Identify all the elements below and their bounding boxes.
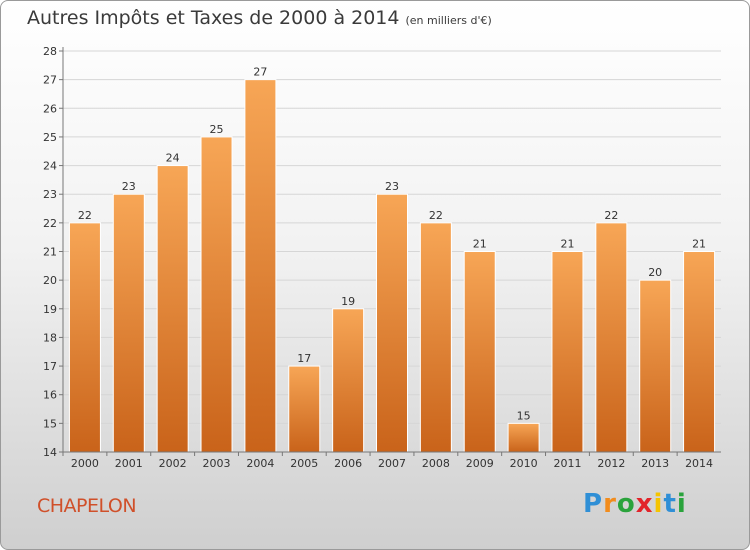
x-tick-label: 2013 <box>641 457 669 470</box>
commune-name: CHAPELON <box>37 495 137 517</box>
y-tick-label: 20 <box>43 274 57 287</box>
y-tick-label: 19 <box>43 303 57 316</box>
logo-letter: r <box>603 489 617 519</box>
y-tick-label: 25 <box>43 131 57 144</box>
bar-2010 <box>507 422 540 453</box>
logo-letter: x <box>635 489 654 519</box>
bar-2006 <box>332 308 365 453</box>
data-label-2012: 22 <box>604 209 618 222</box>
logo-letter: P <box>583 489 604 519</box>
data-label-2013: 20 <box>648 266 662 279</box>
x-tick-label: 2011 <box>553 457 581 470</box>
y-tick-label: 26 <box>43 102 57 115</box>
x-tick-label: 2003 <box>203 457 231 470</box>
bar-2004 <box>244 79 277 453</box>
chart-title-main: Autres Impôts et Taxes de 2000 à 2014 <box>27 7 400 29</box>
axes <box>59 47 721 456</box>
x-tick-label: 2005 <box>290 457 318 470</box>
y-tick-label: 22 <box>43 217 57 230</box>
bar-2014 <box>683 251 716 453</box>
bar-2002 <box>156 165 189 453</box>
y-tick-label: 21 <box>43 246 57 259</box>
logo-letter: t <box>663 489 677 519</box>
x-tick-label: 2001 <box>115 457 143 470</box>
x-tick-label: 2008 <box>422 457 450 470</box>
chart-title-unit: (en milliers d'€) <box>405 14 492 27</box>
x-tick-label: 2002 <box>159 457 187 470</box>
y-tick-label: 27 <box>43 74 57 87</box>
data-labels: 22 23 24 25 27 17 19 23 22 21 15 21 22 20 21 <box>78 66 706 423</box>
bars <box>68 79 716 453</box>
x-tick-label: 2007 <box>378 457 406 470</box>
data-label-2009: 21 <box>473 238 487 251</box>
bar-2001 <box>112 193 145 453</box>
bar-2005 <box>288 365 321 453</box>
bar-2003 <box>200 136 233 453</box>
data-label-2006: 19 <box>341 295 355 308</box>
y-tick-labels: 14 15 16 17 18 19 20 21 22 23 24 25 26 27 28 <box>43 45 57 459</box>
logo-letter: i <box>653 489 664 519</box>
bar-2000 <box>68 222 101 453</box>
y-tick-label: 15 <box>43 417 57 430</box>
y-tick-label: 18 <box>43 331 57 344</box>
data-label-2002: 24 <box>166 152 180 165</box>
bar-2012 <box>595 222 628 453</box>
y-tick-label: 14 <box>43 446 57 459</box>
data-label-2005: 17 <box>297 352 311 365</box>
chart-title: Autres Impôts et Taxes de 2000 à 2014 (en… <box>27 7 492 29</box>
x-tick-label: 2010 <box>510 457 538 470</box>
x-tick-label: 2012 <box>597 457 625 470</box>
bar-2008 <box>419 222 452 453</box>
y-tick-label: 16 <box>43 389 57 402</box>
bar-2007 <box>376 193 408 453</box>
x-tick-label: 2004 <box>246 457 274 470</box>
x-tick-label: 2006 <box>334 457 362 470</box>
data-label-2010: 15 <box>517 409 531 422</box>
x-tick-label: 2009 <box>466 457 494 470</box>
proxiti-logo[interactable]: Proxiti <box>583 489 687 519</box>
data-label-2007: 23 <box>385 180 399 193</box>
logo-letter: o <box>616 489 636 519</box>
data-label-2004: 27 <box>253 66 267 79</box>
bar-2009 <box>463 251 496 453</box>
data-label-2011: 21 <box>560 238 574 251</box>
data-label-2003: 25 <box>210 123 224 136</box>
x-tick-label: 2000 <box>71 457 99 470</box>
x-tick-labels: 2000 2001 2002 2003 2004 2005 2006 2007 2008 2009… <box>71 457 713 470</box>
data-label-2014: 21 <box>692 238 706 251</box>
data-label-2000: 22 <box>78 209 92 222</box>
y-tick-label: 17 <box>43 360 57 373</box>
logo-letter: i <box>676 489 687 519</box>
bar-2011 <box>551 251 584 453</box>
y-tick-label: 28 <box>43 45 57 58</box>
y-tick-label: 23 <box>43 188 57 201</box>
data-label-2008: 22 <box>429 209 443 222</box>
x-tick-label: 2014 <box>685 457 713 470</box>
data-label-2001: 23 <box>122 180 136 193</box>
bar-2013 <box>639 279 672 453</box>
y-tick-label: 24 <box>43 160 57 173</box>
